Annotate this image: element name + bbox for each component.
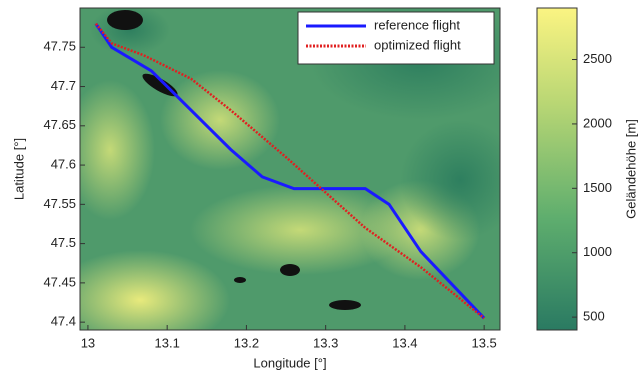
legend-label: optimized flight	[374, 37, 461, 52]
y-tick-label: 47.5	[51, 235, 76, 250]
colorbar-tick-label: 2000	[583, 115, 612, 130]
colorbar-label: Geländehöhe [m]	[623, 119, 638, 219]
y-tick-label: 47.4	[51, 314, 76, 329]
x-tick-label: 13.3	[313, 335, 338, 350]
colorbar-tick-label: 500	[583, 309, 605, 324]
x-tick-label: 13.5	[471, 335, 496, 350]
y-tick-label: 47.7	[51, 78, 76, 93]
legend-label: reference flight	[374, 17, 460, 32]
y-tick-label: 47.75	[43, 39, 76, 54]
x-tick-label: 13.1	[155, 335, 180, 350]
chart: Longitude [°] Latitude [°] Geländehöhe […	[0, 0, 644, 375]
colorbar-tick-label: 2500	[583, 51, 612, 66]
y-tick-label: 47.6	[51, 157, 76, 172]
colorbar	[537, 8, 577, 330]
y-tick-label: 47.55	[43, 196, 76, 211]
y-tick-label: 47.45	[43, 274, 76, 289]
colorbar-tick-label: 1000	[583, 244, 612, 259]
x-axis-label: Longitude [°]	[253, 355, 326, 370]
y-tick-label: 47.65	[43, 117, 76, 132]
x-tick-label: 13.2	[234, 335, 259, 350]
x-tick-label: 13.4	[392, 335, 417, 350]
x-tick-label: 13	[81, 335, 95, 350]
y-axis-label: Latitude [°]	[11, 138, 26, 200]
colorbar-tick-label: 1500	[583, 180, 612, 195]
